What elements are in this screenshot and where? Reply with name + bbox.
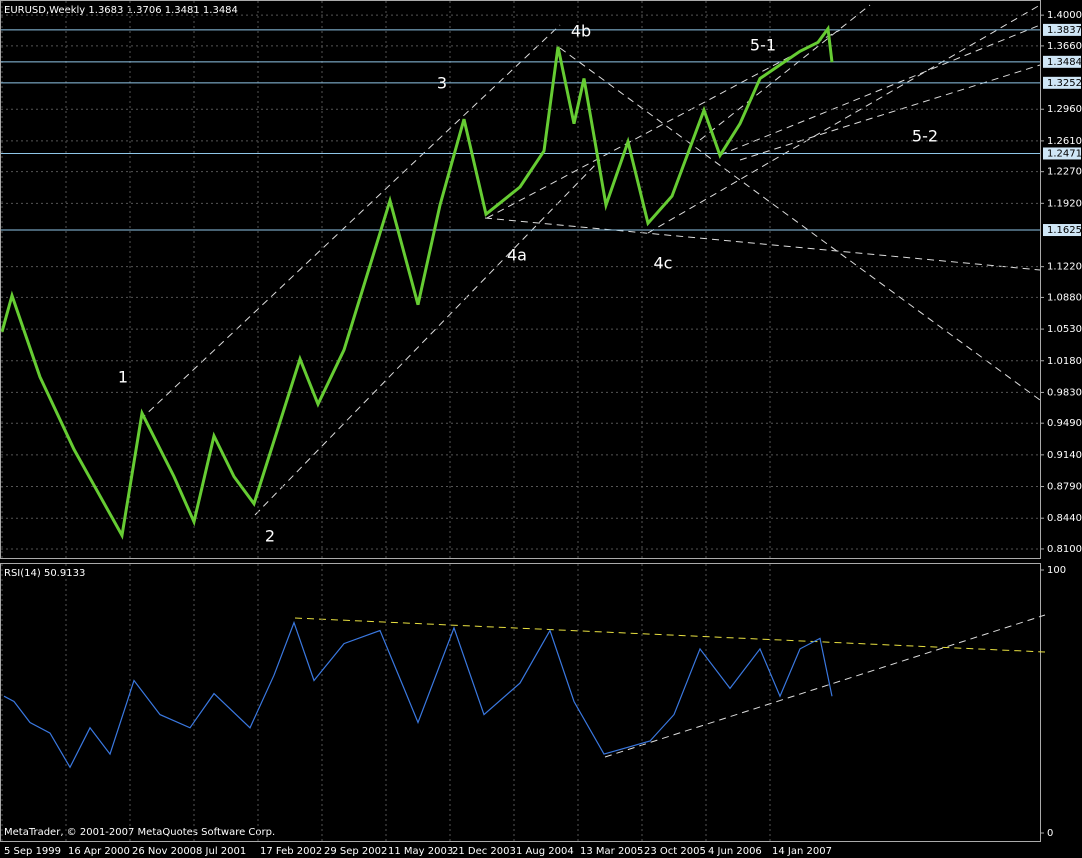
series-line (3, 620, 833, 769)
wave-label: 4b (571, 22, 591, 41)
level-label: 1.3837 (1047, 25, 1082, 36)
trendlines (139, 4, 1046, 758)
level-box (1043, 224, 1081, 237)
y-tick-label: 1.3660 (1047, 41, 1082, 52)
level-label: 1.3252 (1047, 78, 1082, 89)
series-line (0, 24, 834, 540)
wave-label: 1 (118, 368, 128, 387)
y-tick-label: 0.8100 (1047, 544, 1082, 555)
trendline (486, 29, 841, 219)
trendline (484, 217, 1041, 271)
y-tick-label: 1.2610 (1047, 136, 1082, 147)
y-tick-label: 1.4000 (1047, 10, 1082, 21)
trendline (719, 24, 1041, 156)
x-tick-label: 1 Aug 2004 (516, 846, 574, 857)
price-title: EURUSD,Weekly 1.3683 1.3706 1.3481 1.348… (4, 5, 238, 16)
level-label: 1.2471 (1047, 148, 1082, 159)
x-tick-label: 21 Dec 2003 (452, 846, 516, 857)
level-box (1043, 147, 1081, 160)
wave-label: 4a (507, 246, 527, 265)
y-tick-label: 0 (1047, 828, 1053, 839)
x-tick-label: 5 Sep 1999 (4, 846, 61, 857)
y-tick-label: 1.1220 (1047, 262, 1082, 273)
rsi-trendline (294, 617, 1046, 653)
wave-label: 2 (265, 527, 275, 546)
x-tick-label: 4 Jun 2006 (708, 846, 762, 857)
y-tick-label: 1.0880 (1047, 292, 1082, 303)
wave-label: 3 (437, 74, 447, 93)
y-tick-label: 1.0530 (1047, 324, 1082, 335)
x-tick-label: 29 Sep 2002 (324, 846, 387, 857)
y-tick-label: 0.8790 (1047, 482, 1082, 493)
y-tick-label: 0.9490 (1047, 418, 1082, 429)
x-tick-label: 26 Nov 2000 (132, 846, 196, 857)
wave-label: 4c (654, 254, 673, 273)
y-tick-label: 1.1920 (1047, 198, 1082, 209)
x-tick-label: 13 Mar 2005 (580, 846, 643, 857)
trendline (739, 64, 1041, 161)
trendline (254, 159, 601, 516)
level-box (1043, 55, 1081, 68)
trendline (647, 4, 1041, 234)
x-tick-label: 11 May 2003 (388, 846, 453, 857)
level-box (1043, 76, 1081, 89)
x-tick-label: 23 Oct 2005 (644, 846, 706, 857)
price-panel (0, 0, 1041, 559)
x-tick-label: 8 Jul 2001 (196, 846, 246, 857)
trendline (139, 24, 561, 421)
x-tick-label: 17 Feb 2002 (260, 846, 322, 857)
x-tick-label: 14 Jan 2007 (772, 846, 832, 857)
y-tick-label: 100 (1047, 565, 1066, 576)
y-tick-label: 0.9140 (1047, 450, 1082, 461)
y-tick-label: 0.8440 (1047, 513, 1082, 524)
trendline (699, 4, 871, 141)
wave-label: 5-2 (912, 127, 938, 146)
y-tick-label: 1.0180 (1047, 356, 1082, 367)
y-tick-label: 1.2960 (1047, 104, 1082, 115)
rsi-title: RSI(14) 50.9133 (4, 568, 85, 579)
footer: MetaTrader, © 2001-2007 MetaQuotes Softw… (4, 827, 275, 838)
rsi-panel (0, 563, 1041, 842)
x-tick-label: 16 Apr 2000 (68, 846, 130, 857)
level-box (1043, 23, 1081, 36)
rsi-trendline (604, 614, 1046, 758)
y-tick-label: 0.9830 (1047, 387, 1082, 398)
level-label: 1.3484 (1047, 57, 1082, 68)
y-tick-label: 1.2270 (1047, 167, 1082, 178)
level-label: 1.1625 (1047, 225, 1082, 236)
trendline (559, 47, 1041, 401)
wave-label: 5-1 (750, 36, 776, 55)
